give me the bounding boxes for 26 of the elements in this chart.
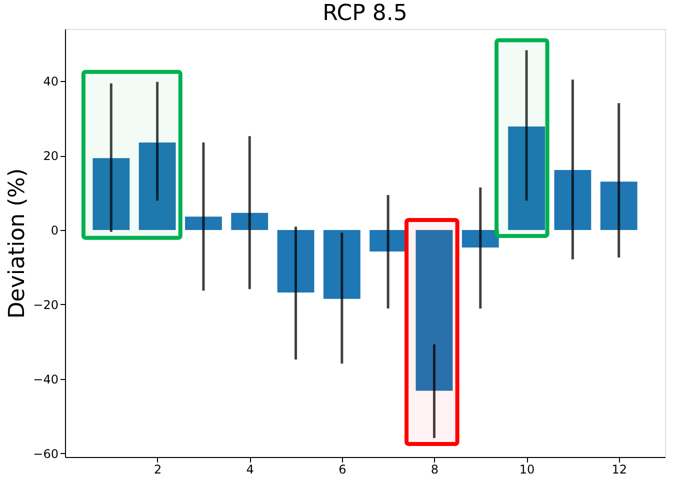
y-tick-label: −60	[33, 446, 58, 461]
bar	[92, 158, 130, 230]
bar	[185, 216, 222, 230]
y-tick-label: 0	[50, 223, 58, 238]
y-tick-label: −20	[33, 298, 58, 312]
x-tick-label: 2	[154, 462, 162, 476]
bar	[277, 230, 314, 292]
y-axis-title: Deviation (%)	[5, 168, 30, 319]
x-tick-label: 8	[430, 462, 439, 476]
bar	[323, 230, 360, 299]
x-tick-label: 4	[246, 462, 254, 476]
bar	[462, 230, 499, 248]
bar	[554, 170, 592, 230]
bar	[138, 142, 176, 230]
bar	[370, 230, 407, 252]
y-tick-label: 20	[43, 149, 58, 164]
x-tick-label: 12	[612, 462, 627, 476]
y-tick-label: 40	[43, 74, 58, 89]
chart-title: RCP 8.5	[322, 1, 408, 26]
bar	[508, 126, 545, 230]
y-tick-label: −40	[33, 372, 58, 386]
bar	[231, 212, 268, 230]
bar	[600, 182, 638, 230]
bar	[416, 230, 453, 391]
x-tick-label: 10	[519, 462, 535, 476]
x-tick-label: 6	[338, 462, 346, 476]
